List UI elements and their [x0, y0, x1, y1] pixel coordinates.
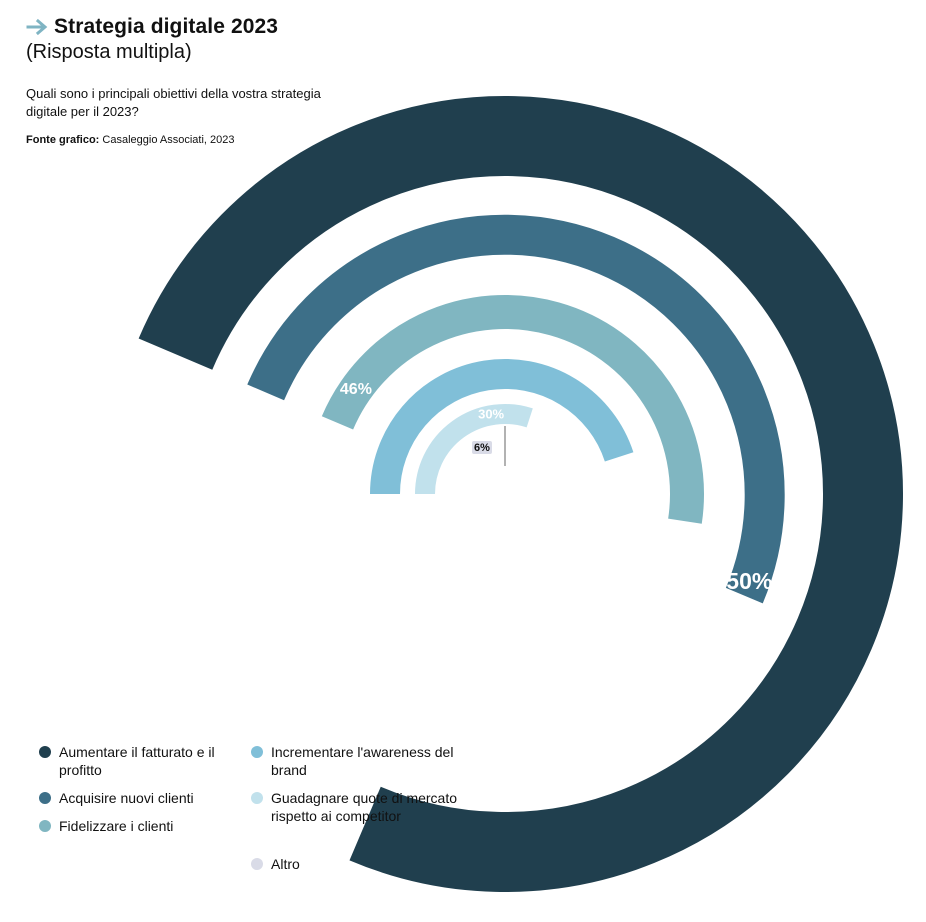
source-label: Fonte grafico:	[26, 134, 100, 147]
legend-dot-acquisire-clienti	[39, 792, 51, 804]
altro-mark	[472, 441, 492, 454]
value-label-fidelizzare-clienti: 46%	[340, 381, 372, 398]
source-line: Fonte grafico: Casaleggio Associati, 202…	[26, 134, 366, 147]
bar-aumentare-fatturato	[138, 96, 903, 892]
legend-item-quote-mercato: Guadagnare quote di mercato rispetto ai …	[251, 790, 471, 825]
legend-item-fidelizzare-clienti: Fidelizzare i clienti	[39, 818, 229, 836]
legend-label-fidelizzare-clienti: Fidelizzare i clienti	[59, 818, 174, 834]
legend-label-acquisire-clienti: Acquisire nuovi clienti	[59, 790, 194, 806]
chart-header: Strategia digitale 2023 (Risposta multip…	[26, 16, 366, 147]
legend-item-acquisire-clienti: Acquisire nuovi clienti	[39, 790, 229, 808]
legend-label-quote-mercato: Guadagnare quote di mercato rispetto ai …	[271, 790, 458, 824]
legend-label-altro: Altro	[271, 856, 300, 872]
legend-dot-altro	[251, 858, 263, 870]
source-text: Casaleggio Associati, 2023	[102, 134, 235, 147]
legend-label-awareness-brand: Incrementare l'awareness del brand	[271, 744, 454, 778]
chart-question: Quali sono i principali obiettivi della …	[26, 86, 321, 119]
value-label-acquisire-clienti: 50%	[726, 568, 772, 594]
bar-awareness-brand	[370, 359, 634, 495]
legend-dot-awareness-brand	[251, 746, 263, 758]
chart-legend: Aumentare il fatturato e il profitto Acq…	[39, 744, 489, 884]
legend-item-awareness-brand: Incrementare l'awareness del brand	[251, 744, 471, 779]
legend-label-aumentare-fatturato: Aumentare il fatturato e il profitto	[59, 744, 215, 778]
title-row: Strategia digitale 2023	[26, 16, 366, 37]
value-label-quote-mercato: 30%	[478, 407, 504, 422]
chart-title: Strategia digitale 2023	[54, 15, 279, 38]
legend-item-aumentare-fatturato: Aumentare il fatturato e il profitto	[39, 744, 229, 779]
bar-fidelizzare-clienti	[321, 295, 704, 524]
bar-quote-mercato	[415, 404, 533, 495]
legend-dot-aumentare-fatturato	[39, 746, 51, 758]
chart-subtitle: (Risposta multipla)	[26, 41, 192, 63]
arrow-right-icon	[26, 18, 48, 35]
bar-acquisire-clienti	[247, 214, 785, 604]
value-label-altro: 6%	[474, 442, 490, 454]
value-label-aumentare-fatturato: 75%	[124, 560, 192, 598]
legend-item-altro: Altro	[251, 856, 471, 874]
legend-dot-quote-mercato	[251, 792, 263, 804]
legend-dot-fidelizzare-clienti	[39, 820, 51, 832]
value-label-awareness-brand: 45%	[587, 555, 617, 572]
